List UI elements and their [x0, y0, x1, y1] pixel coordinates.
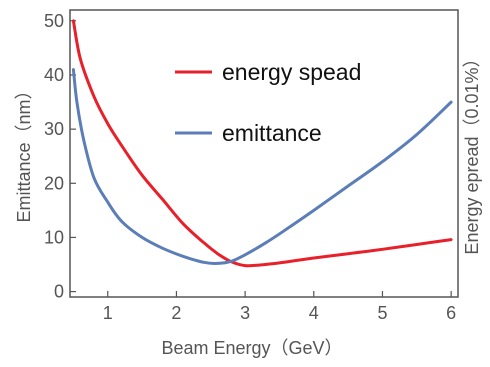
y-tick-label-20: 20: [44, 173, 64, 193]
y-tick-label-40: 40: [44, 65, 64, 85]
x-tick-label-3: 3: [240, 303, 250, 323]
y-axis-left: 0 10 20 30 40 50: [44, 11, 76, 302]
legend-label-energy-spead: energy spead: [222, 59, 361, 85]
y-tick-label-50: 50: [44, 11, 64, 31]
x-tick-label-5: 5: [377, 303, 387, 323]
y-tick-label-30: 30: [44, 119, 64, 139]
x-tick-label-1: 1: [103, 303, 113, 323]
y-axis-right-title: Energy epread（0.01%）: [462, 49, 482, 254]
y-tick-label-10: 10: [44, 227, 64, 247]
plot-frame: [69, 9, 459, 298]
legend: energy spead emittance: [175, 59, 361, 146]
x-axis: 1 2 3 4 5 6: [103, 291, 456, 323]
legend-label-emittance: emittance: [222, 120, 322, 146]
plot-lines: [71, 19, 453, 268]
x-tick-label-4: 4: [309, 303, 319, 323]
x-tick-label-2: 2: [171, 303, 181, 323]
y-axis-left-title: Emittance（nm）: [14, 81, 34, 222]
x-axis-title: Beam Energy（GeV）: [161, 338, 342, 358]
series-line-energy-spead: [71, 19, 453, 268]
y-tick-label-0: 0: [54, 282, 64, 302]
x-tick-label-6: 6: [446, 303, 456, 323]
series-line-emittance: [71, 68, 453, 265]
